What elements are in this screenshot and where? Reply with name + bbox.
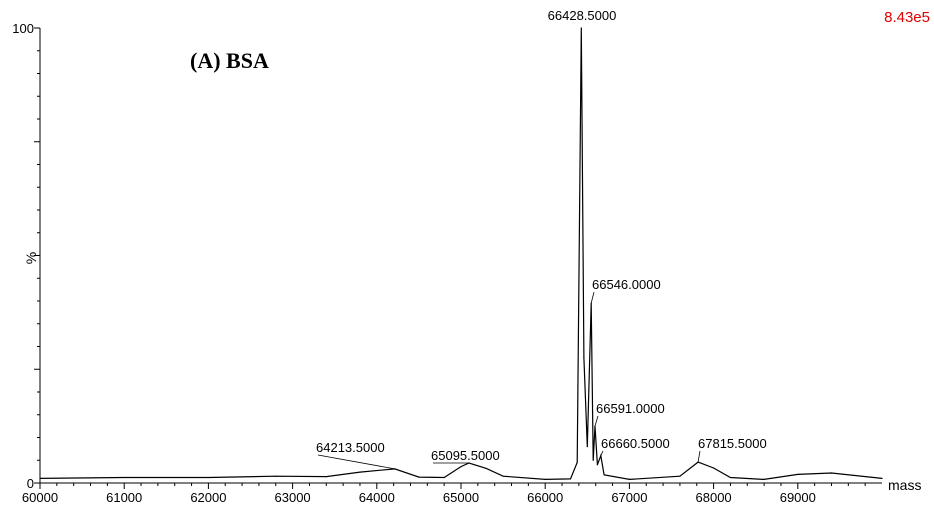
x-tick-label: 64000 [359, 490, 395, 505]
x-tick-label: 65000 [443, 490, 479, 505]
peak-label: 66660.5000 [601, 436, 670, 451]
peak-label: 67815.5000 [698, 436, 767, 451]
data-point [881, 477, 883, 480]
data-point [460, 466, 462, 468]
data-point [502, 475, 504, 477]
data-point [576, 461, 578, 464]
x-tick-label: 69000 [780, 490, 816, 505]
data-point [123, 476, 125, 479]
data-point [592, 459, 594, 461]
data-point [763, 478, 765, 480]
data-point [418, 476, 420, 478]
data-point [797, 473, 799, 475]
x-axis-label: mass [888, 477, 921, 493]
data-point [325, 476, 327, 478]
data-point [586, 446, 588, 448]
data-point [580, 27, 582, 29]
data-point [830, 472, 833, 474]
chart-title: (A) BSA [190, 48, 269, 73]
x-tick-label: 62000 [190, 490, 226, 505]
data-point [39, 477, 41, 480]
y-tick-label: 0 [27, 476, 34, 491]
series-group [39, 27, 883, 481]
chart-axes [39, 28, 882, 484]
peak-label: 64213.5000 [316, 440, 385, 455]
peak-label: 66591.0000 [596, 401, 665, 416]
x-tick-label: 66000 [527, 490, 563, 505]
y-axis-label: % [23, 252, 39, 264]
y-tick-label: 100 [12, 21, 34, 36]
peak-leader-line [600, 450, 604, 456]
x-tick-label: 68000 [696, 490, 732, 505]
intensity-scale: 8.43e5 [884, 9, 930, 26]
peak-label: 65095.5000 [431, 448, 500, 463]
peak-label: 66428.5000 [548, 8, 617, 23]
data-point [729, 476, 732, 479]
peak-leader-line [590, 291, 595, 304]
data-point [275, 475, 277, 477]
peak-leader-line [594, 415, 599, 427]
data-point [544, 478, 546, 480]
data-point [679, 475, 681, 477]
data-point [485, 467, 487, 470]
peak-label-group: 66428.5000 66546.0000 66591.0000 66660.5000… [316, 8, 767, 470]
data-point [628, 478, 631, 480]
data-point [583, 357, 585, 359]
data-point [713, 467, 715, 469]
data-point [603, 474, 605, 476]
x-tick-label: 63000 [275, 490, 311, 505]
peak-leader-line [317, 454, 395, 470]
peak-label: 66546.0000 [592, 277, 661, 292]
data-point [359, 471, 361, 473]
x-tick-label: 60000 [22, 490, 58, 505]
tick-group: 60000 61000 62000 63000 64000 65000 66000 67000… [12, 21, 866, 505]
data-point [569, 478, 572, 480]
x-tick-label: 67000 [611, 490, 647, 505]
spectrum-line [39, 27, 883, 481]
peak-leader-line [697, 450, 701, 463]
data-point [207, 476, 209, 479]
x-tick-label: 61000 [106, 490, 142, 505]
data-point [443, 476, 445, 479]
data-point [596, 464, 599, 466]
